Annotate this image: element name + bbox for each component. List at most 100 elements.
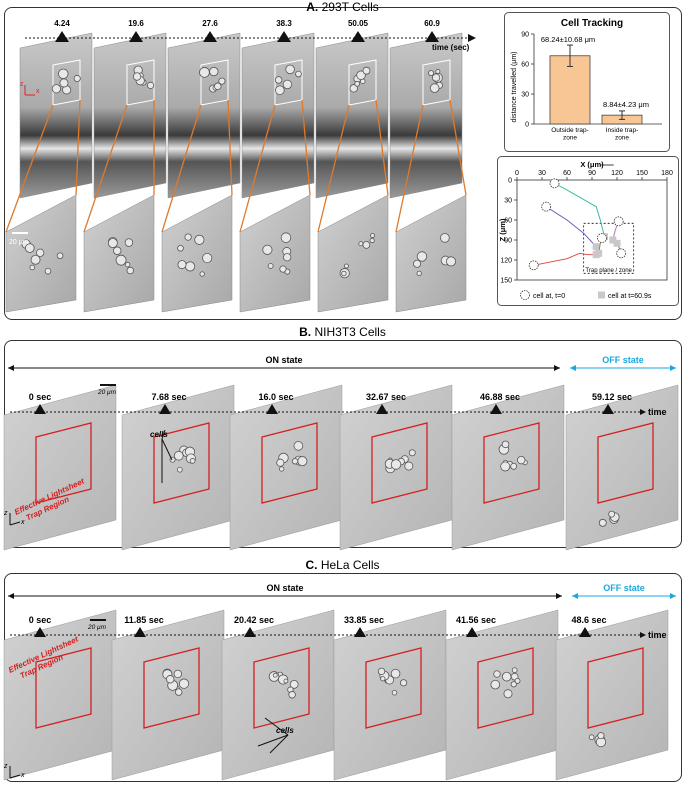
time-label-a: time (sec) <box>432 43 470 52</box>
cell <box>73 74 81 82</box>
cell <box>184 233 192 241</box>
cell <box>274 76 283 84</box>
frame <box>555 609 669 781</box>
cell <box>214 82 222 91</box>
start-position <box>528 260 539 271</box>
trap-region <box>371 422 428 504</box>
cell <box>44 267 52 275</box>
cell <box>289 679 299 689</box>
cells-pointer <box>161 438 173 461</box>
cell <box>291 458 299 465</box>
cell <box>399 679 408 687</box>
zoom-frame <box>161 194 233 313</box>
cell <box>199 271 205 277</box>
track-line <box>554 182 605 237</box>
zoom-line <box>449 99 467 196</box>
time-label: 11.85 sec <box>124 615 164 625</box>
scale-bar-a-label: 20 μm <box>9 239 29 246</box>
time-axis-label: time <box>648 407 667 417</box>
cell <box>391 690 398 696</box>
cell <box>126 266 135 275</box>
cell <box>173 450 184 461</box>
cell <box>30 254 41 265</box>
frame <box>121 384 235 551</box>
cells-label: cells <box>150 430 168 439</box>
cell <box>354 80 361 87</box>
cell <box>279 265 287 273</box>
cell <box>356 70 366 81</box>
cell <box>276 458 285 467</box>
time-label: 33.85 sec <box>344 615 384 625</box>
time-arrowhead <box>640 632 646 638</box>
track-line <box>533 252 597 266</box>
panel-c-letter: C. <box>305 558 318 572</box>
axis-x-label: x <box>20 519 25 526</box>
value-label: 8.84±4.23 μm <box>603 100 649 109</box>
cell <box>503 689 513 699</box>
x-tick-label: 30 <box>538 170 546 177</box>
panel-a-figure: 4.24 19.6 27.6 38.3 50.05 60.9 time (sec) z x… <box>5 19 476 313</box>
time-marker <box>425 31 439 42</box>
panel-a-title: A. 293T Cells <box>0 0 685 14</box>
cell <box>416 251 428 262</box>
time-marker <box>277 31 291 42</box>
cells-pointer <box>161 429 166 440</box>
start-position <box>549 178 560 189</box>
cell <box>341 270 347 277</box>
cell <box>358 241 364 247</box>
axis-x-label-a: x <box>36 88 40 95</box>
off-state-label: OFF state <box>603 583 645 593</box>
cell <box>501 440 510 449</box>
cell <box>282 79 293 90</box>
axis-x-label: x <box>20 772 25 779</box>
time-arrowhead <box>640 409 646 415</box>
time-axis-label: time <box>648 630 667 640</box>
x-axis-label: X (μm) <box>580 160 604 169</box>
time-label: 27.6 <box>202 19 218 28</box>
cell <box>272 672 278 678</box>
trajectory-chart: 0 30 60 90 120 150 180 0 30 60 90 120 150 X (μm) Z (μm… <box>497 156 679 306</box>
legend-start-label: cell at, t=0 <box>533 293 565 300</box>
time-label: 7.68 sec <box>151 392 186 402</box>
panel-c-cell-type: HeLa Cells <box>320 558 380 572</box>
frame <box>565 384 679 551</box>
zoom-line <box>317 104 350 233</box>
legend-start-marker <box>520 290 530 300</box>
on-arrowhead-left <box>8 365 14 371</box>
time-label: 16.0 sec <box>258 392 293 402</box>
start-position <box>541 201 552 212</box>
axis-x-line <box>9 774 21 779</box>
zoom-line <box>227 99 233 196</box>
z-tick-label: 30 <box>504 198 512 205</box>
end-position <box>592 251 600 259</box>
start-position <box>597 233 607 243</box>
trap-region <box>483 422 540 504</box>
x-tick-label: 90 <box>588 170 596 177</box>
time-label: 59.12 sec <box>592 392 632 402</box>
cell <box>51 84 61 94</box>
scale-bar-label: 20 μm <box>97 389 117 396</box>
cell <box>146 81 155 89</box>
zoom-line <box>239 104 276 233</box>
panel-a-letter: A. <box>306 0 319 14</box>
panel-b-figure: ON state OFF state 0 sec 7.68 sec 16.0 sec 32… <box>3 355 679 551</box>
value-label: 68.24±10.68 μm <box>541 35 595 44</box>
cell <box>194 234 205 245</box>
off-state-label: OFF state <box>602 355 644 365</box>
cells-label: cells <box>276 726 294 735</box>
end-position <box>592 243 600 251</box>
off-arrowhead-right <box>670 365 676 371</box>
end-position <box>613 239 621 247</box>
time-label: 4.24 <box>54 19 70 28</box>
legend-end-marker <box>598 291 605 299</box>
z-tick-label: 120 <box>500 258 512 265</box>
frame-293t <box>389 32 463 199</box>
time-label: 50.05 <box>348 19 369 28</box>
panel-b-title: B. NIH3T3 Cells <box>0 325 685 339</box>
cell <box>58 68 69 79</box>
cell <box>598 518 607 527</box>
x-tick-label: 180 <box>661 170 673 177</box>
cell <box>56 252 64 260</box>
cell <box>285 64 295 75</box>
cell <box>29 264 36 271</box>
